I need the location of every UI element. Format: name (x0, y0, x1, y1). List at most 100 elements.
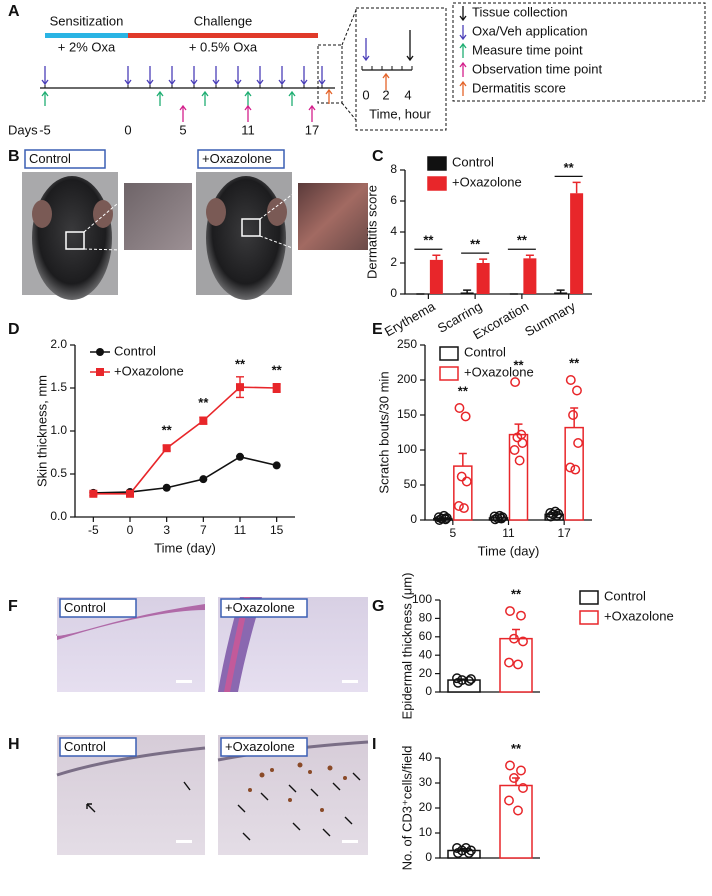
y-axis-label: Scratch bouts/30 min (376, 371, 391, 493)
y-tick-label: 8 (390, 162, 397, 176)
legend-swatch (439, 366, 459, 381)
image-label-box (59, 598, 137, 618)
data-point (517, 438, 528, 448)
data-point (466, 845, 476, 856)
legend-label: Control (464, 344, 506, 359)
data-point (505, 760, 515, 771)
data-point (466, 674, 476, 685)
panel-label: A (8, 3, 20, 20)
error-bar (556, 289, 565, 293)
arrow-head (41, 79, 49, 86)
arrow-head (288, 90, 296, 97)
legend-label: +Oxazolone (452, 174, 522, 189)
y-tick-label: 0 (425, 850, 432, 864)
legend-label: Dermatitis score (472, 80, 566, 95)
image-label: +Oxazolone (225, 739, 295, 754)
legend-swatch (579, 590, 599, 605)
data-point (568, 410, 578, 420)
legend-label: +Oxazolone (604, 608, 674, 623)
y-tick-label: 0 (410, 512, 417, 526)
legend-label: Control (452, 154, 494, 169)
day-label: 17 (305, 122, 319, 137)
bar (499, 784, 533, 859)
phase-treatment: + 2% Oxa (58, 39, 116, 54)
error-bar (512, 628, 520, 639)
bar (499, 637, 533, 693)
arrow-head (256, 79, 264, 86)
data-point (572, 385, 582, 396)
x-tick-label: 15 (270, 523, 284, 537)
significance: ** (423, 233, 434, 248)
error-bar (525, 254, 534, 259)
data-point (516, 610, 526, 621)
arrow-head (318, 79, 326, 86)
data-point (494, 510, 505, 521)
data-point (456, 471, 467, 482)
x-tick-label: 11 (234, 523, 247, 537)
x-tick-label: 3 (163, 523, 170, 537)
legend-label: +Oxazolone (114, 363, 184, 378)
error-bar (479, 258, 488, 263)
marker (236, 383, 244, 392)
significance: ** (569, 355, 580, 370)
arrow-head (190, 79, 198, 86)
data-point (513, 805, 523, 816)
y-tick-label: 20 (419, 666, 433, 680)
inset-tick-label: 0 (362, 87, 369, 102)
arrow-head (146, 79, 154, 86)
image-label-box (24, 149, 106, 169)
arrow-head (179, 104, 187, 111)
arrow-head (300, 79, 308, 86)
arrow-head (244, 104, 252, 111)
bar (523, 258, 537, 294)
data-point (565, 375, 576, 385)
inset-tick-label: 2 (382, 87, 389, 102)
arrow-head (124, 79, 132, 86)
y-tick-label: 2 (390, 255, 397, 269)
error-bar (463, 289, 472, 293)
bar (460, 292, 474, 294)
legend-label: +Oxazolone (464, 364, 534, 379)
panel-label: C (372, 148, 384, 165)
significance: ** (198, 395, 209, 410)
significance: ** (511, 586, 522, 601)
day-label: 5 (179, 122, 186, 137)
panel-label: B (8, 148, 20, 165)
x-axis-label: Time (day) (478, 543, 540, 558)
y-tick-label: 2.0 (50, 337, 67, 351)
arrow-head (156, 90, 164, 97)
image-label: Control (64, 739, 106, 754)
arrow-head (168, 79, 176, 86)
y-tick-label: 0 (425, 684, 432, 698)
arrow-head (382, 72, 390, 79)
zoom-line (341, 102, 357, 121)
phase-bar (128, 33, 318, 38)
photo-oxazolone (196, 172, 368, 300)
arrow-head (201, 90, 209, 97)
significance: ** (162, 423, 173, 438)
y-tick-label: 60 (419, 629, 433, 643)
image-label: +Oxazolone (225, 600, 295, 615)
y-tick-label: 40 (419, 750, 433, 764)
legend-box (452, 2, 706, 102)
data-point (573, 438, 584, 448)
image-label-box (220, 737, 308, 757)
data-point (518, 783, 528, 793)
legend-label: Tissue collection (472, 4, 568, 19)
panel-label: F (8, 598, 18, 615)
image-label-box (59, 737, 137, 757)
legend-swatch (439, 346, 459, 361)
error-bar (432, 254, 441, 260)
data-point (459, 503, 469, 514)
marker (272, 384, 281, 392)
data-point (516, 765, 526, 776)
phase-bar (45, 33, 128, 38)
panel-label: I (372, 736, 376, 753)
y-tick-label: 20 (419, 800, 433, 814)
legend-label: Observation time point (472, 61, 602, 76)
y-tick-label: 30 (419, 775, 433, 789)
marker (199, 475, 208, 484)
data-point (509, 773, 519, 783)
phase-label: Challenge (194, 13, 253, 28)
y-tick-label: 40 (419, 647, 433, 661)
